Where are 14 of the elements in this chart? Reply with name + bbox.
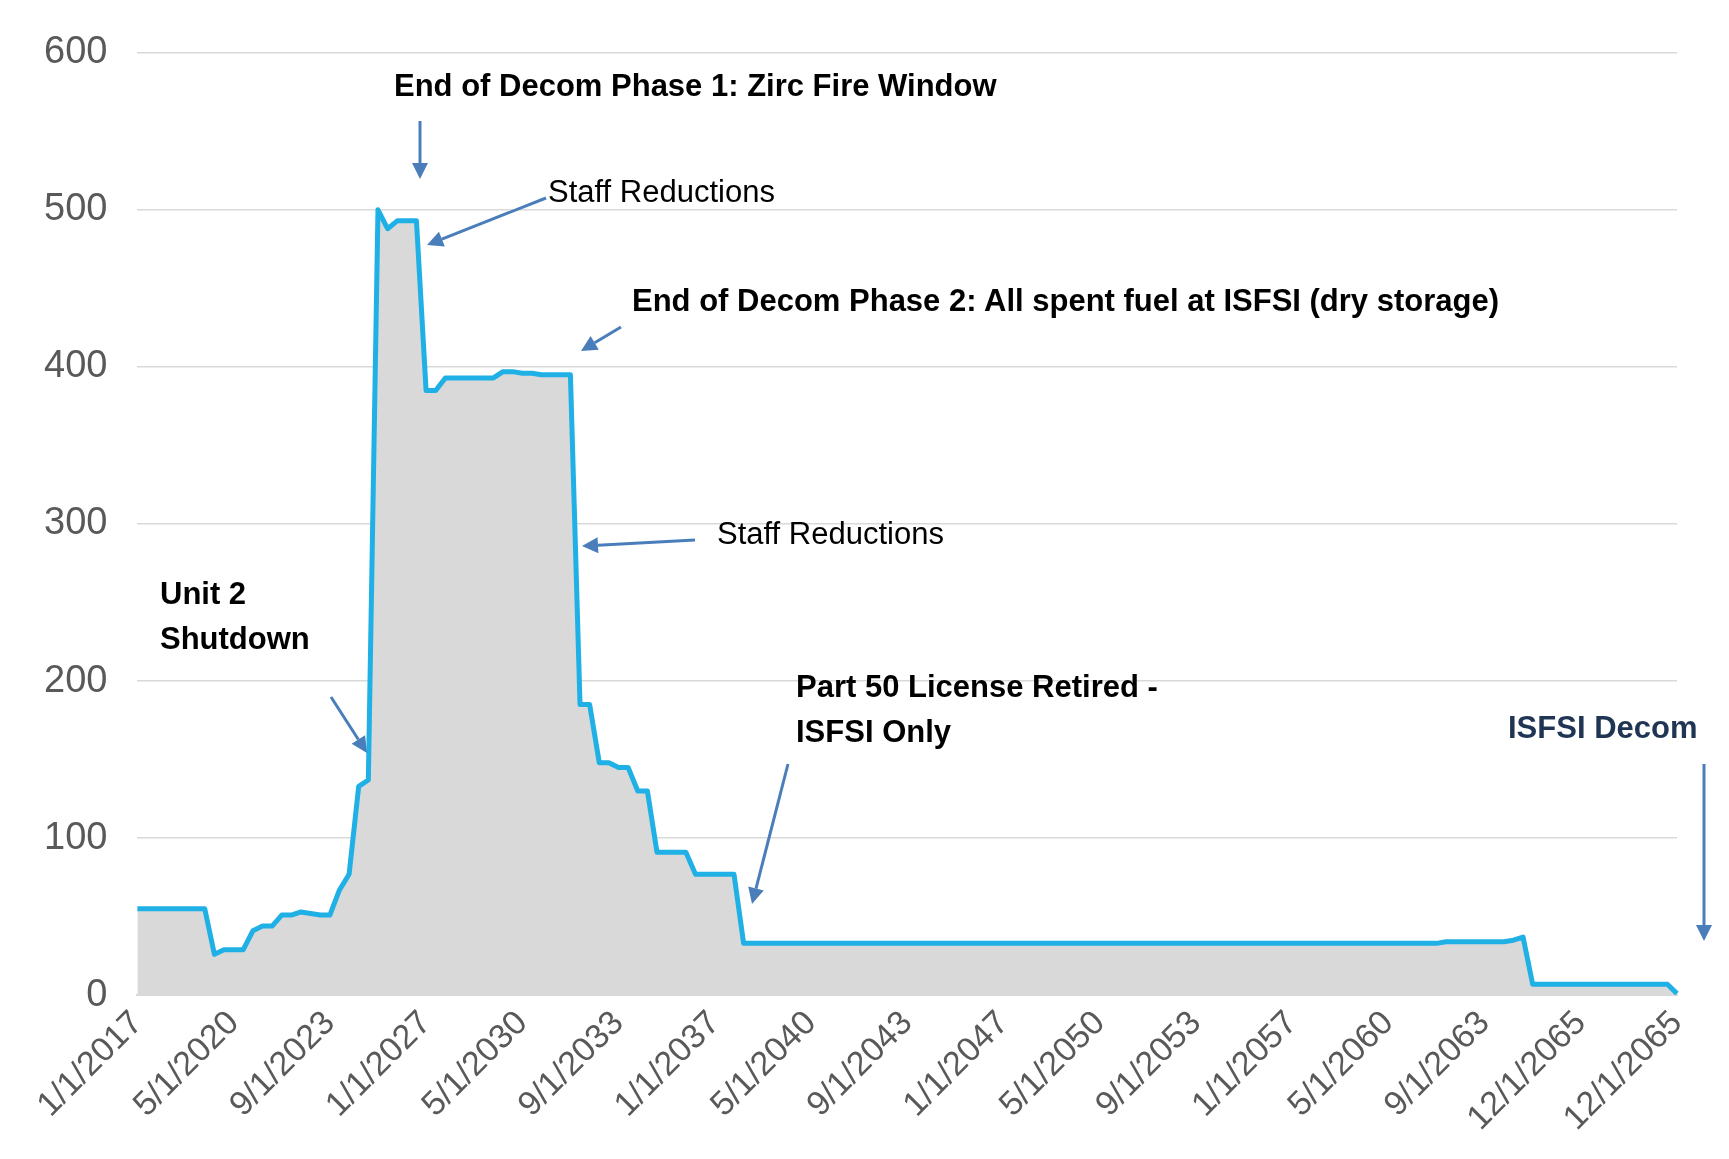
annotation: Part 50 License Retired - ISFSI Only	[796, 668, 1159, 751]
annotation: ISFSI Decom	[1508, 709, 1698, 747]
y-tick-label: 400	[44, 343, 108, 386]
annotation: Staff Reductions	[548, 173, 775, 211]
y-tick-label: 0	[86, 971, 108, 1014]
annotation: End of Decom Phase 1: Zirc Fire Window	[394, 67, 997, 105]
y-tick-label: 300	[44, 500, 108, 543]
annotation: Staff Reductions	[717, 515, 944, 553]
y-tick-label: 200	[44, 657, 108, 700]
annotation: End of Decom Phase 2: All spent fuel at ISFSI (dry storage)	[632, 282, 1500, 320]
y-tick-label: 500	[44, 186, 108, 229]
y-tick-label: 600	[44, 29, 108, 72]
y-tick-label: 100	[44, 814, 108, 857]
annotation: Unit 2 Shutdown	[160, 575, 311, 658]
